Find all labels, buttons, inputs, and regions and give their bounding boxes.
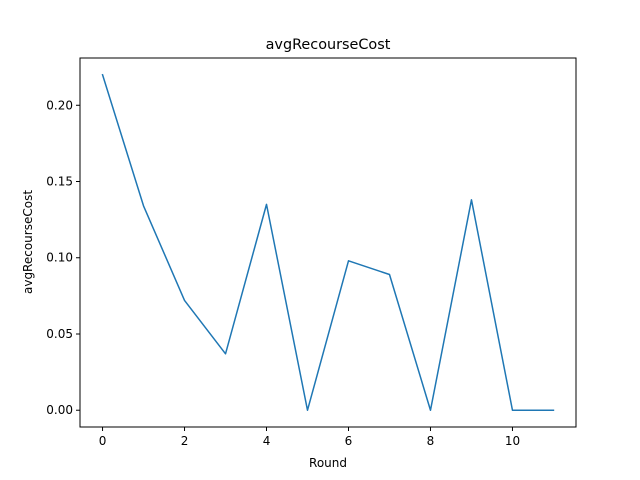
x-tick-label: 2 bbox=[181, 434, 189, 448]
chart-title: avgRecourseCost bbox=[266, 37, 391, 53]
y-tick-label: 0.00 bbox=[46, 403, 73, 417]
y-tick-label: 0.05 bbox=[46, 327, 73, 341]
x-tick-label: 10 bbox=[505, 434, 520, 448]
x-tick-label: 4 bbox=[263, 434, 271, 448]
x-tick-label: 0 bbox=[99, 434, 107, 448]
y-tick-label: 0.10 bbox=[46, 251, 73, 265]
y-axis-label: avgRecourseCost bbox=[21, 190, 35, 294]
x-tick-label: 8 bbox=[427, 434, 435, 448]
x-tick-label: 6 bbox=[345, 434, 353, 448]
axes-frame bbox=[79, 57, 577, 428]
x-axis-label: Round bbox=[309, 456, 347, 470]
series-line bbox=[101, 73, 555, 411]
axis-ticks: 0 2 4 6 8 10 0.00 0.05 0.10 0.15 0.20 bbox=[46, 98, 520, 448]
y-tick-label: 0.15 bbox=[46, 175, 73, 189]
y-tick-label: 0.20 bbox=[46, 98, 73, 112]
plot-area bbox=[101, 73, 555, 411]
